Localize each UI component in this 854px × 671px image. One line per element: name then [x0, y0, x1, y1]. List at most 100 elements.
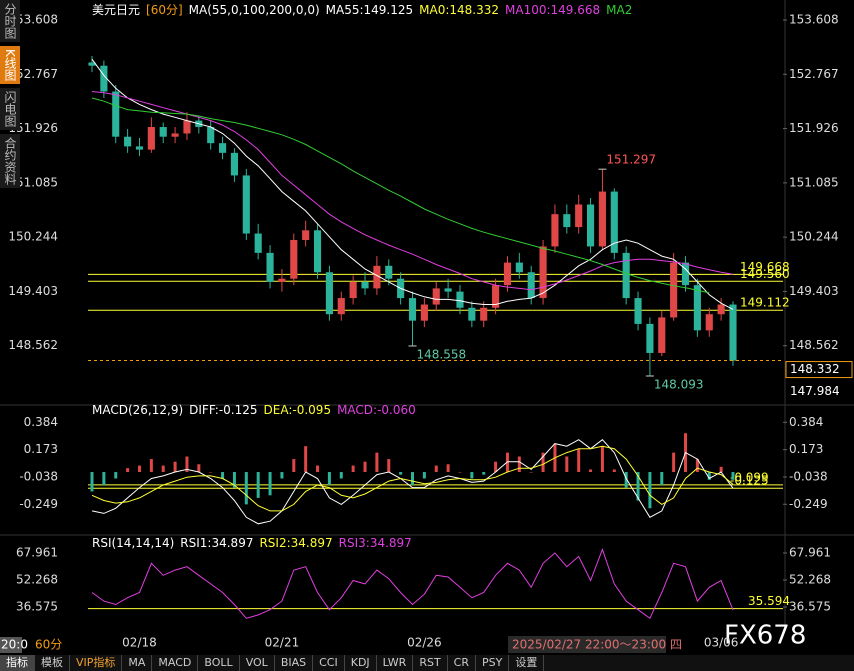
toolbar-item[interactable]: 设置	[509, 655, 545, 671]
macd-bar	[268, 472, 272, 496]
macd-bar	[589, 469, 593, 473]
macd-bar	[221, 472, 225, 479]
candle-body	[444, 288, 452, 292]
candle-body	[112, 91, 120, 137]
macd-bar	[494, 461, 498, 473]
macd-bar	[316, 465, 320, 473]
macd-bar	[529, 472, 533, 473]
toolbar-item[interactable]: BOLL	[198, 655, 240, 671]
candle-body	[290, 239, 298, 279]
y-tick-label: -0.249	[19, 497, 58, 511]
y-tick-label: 36.575	[789, 599, 831, 613]
legend-item: RSI2:34.897	[259, 536, 332, 550]
candle-body	[278, 278, 286, 282]
macd-bar	[351, 465, 355, 473]
toolbar-item[interactable]: LWR	[377, 655, 414, 671]
y-tick-label: 52.268	[16, 572, 58, 586]
macd-bar	[612, 469, 616, 473]
candle-body	[408, 298, 417, 321]
y-tick-label: 150.244	[8, 230, 58, 244]
candle-body	[527, 272, 535, 299]
macd-bar	[446, 464, 450, 473]
macd-bar	[399, 472, 403, 475]
toolbar-item[interactable]: CR	[448, 655, 476, 671]
legend: MACD(26,12,9) DIFF:-0.125 DEA:-0.095 MACD:-…	[92, 403, 416, 417]
legend: 美元日元 [60分] MA(55,0,100,200,0,0) MA55:149.12…	[92, 3, 632, 17]
macd-bar	[232, 472, 236, 488]
macd-bar	[280, 472, 284, 479]
macd-bar	[517, 456, 521, 473]
macd-bar	[90, 472, 94, 492]
candle-body	[586, 204, 595, 247]
crosshair-box	[508, 636, 666, 653]
toolbar-item[interactable]: BIAS	[275, 655, 314, 671]
candle-body	[385, 265, 393, 279]
toolbar-item[interactable]: 指标	[0, 655, 35, 671]
toolbar-item[interactable]: 模板	[35, 655, 70, 671]
toolbar-item[interactable]: MA	[122, 655, 153, 671]
candle-body	[693, 285, 701, 331]
legend-item: RSI3:34.897	[339, 536, 412, 550]
sidebar-tab[interactable]: K线图	[0, 46, 20, 84]
candle-body	[302, 230, 310, 240]
candle-body	[325, 272, 333, 315]
level-label: 149.560	[740, 267, 790, 281]
sidebar-tab[interactable]: 闪电图	[0, 87, 20, 130]
x-tick-label: 02/18	[122, 636, 157, 650]
candle-body	[171, 133, 179, 137]
toolbar-item[interactable]: PSY	[476, 655, 510, 671]
y-tick-label: 152.767	[8, 67, 58, 81]
y-tick-label: 36.575	[16, 599, 58, 613]
clock-bg	[0, 637, 22, 653]
y-tick-label: 152.767	[789, 67, 839, 81]
macd-bar	[707, 472, 711, 480]
y-tick-label: 148.562	[8, 338, 58, 352]
macd-bar	[719, 466, 723, 473]
candle-body	[124, 136, 132, 147]
macd-bar	[695, 459, 699, 473]
watermark: FX678	[724, 621, 806, 651]
indicator-line	[91, 548, 734, 620]
indicator-line	[91, 439, 734, 525]
macd-bar	[565, 456, 569, 473]
sidebar-tab[interactable]: 分时图	[0, 0, 20, 42]
y-tick-label: 153.608	[789, 13, 839, 27]
y-tick-label: 67.961	[16, 546, 58, 560]
toolbar-item[interactable]: MACD	[152, 655, 199, 671]
candle-body	[135, 146, 144, 150]
macd-bar	[375, 452, 379, 473]
legend-item: MA55:149.125	[326, 3, 414, 17]
clock: 20:0	[1, 638, 28, 652]
candle-body	[681, 262, 690, 286]
toolbar-item[interactable]: KDJ	[345, 655, 377, 671]
macd-bar	[660, 472, 664, 485]
indicator-line	[91, 445, 734, 512]
level-label: 35.594	[748, 594, 790, 608]
candle-body	[646, 323, 654, 353]
toolbar-item[interactable]: VIP指标	[70, 655, 123, 671]
macd-bar	[327, 472, 331, 485]
y-tick-label: 151.926	[8, 121, 58, 135]
candle-body	[563, 214, 571, 228]
annotation: 148.093	[654, 377, 704, 391]
candle-body	[634, 298, 642, 324]
candle-body	[147, 127, 155, 150]
macd-bar	[470, 472, 474, 479]
sidebar-tab[interactable]: 合约资料	[0, 133, 20, 188]
toolbar-item[interactable]: RST	[413, 655, 448, 671]
price-tag-box	[785, 361, 853, 379]
candle-body	[361, 281, 369, 289]
macd-bar	[126, 468, 130, 473]
toolbar-item[interactable]: VOL	[240, 655, 275, 671]
level-label: -0.125	[730, 474, 769, 488]
macd-bar	[387, 459, 391, 473]
macd-bar	[624, 472, 628, 488]
toolbar-item[interactable]: CCI	[313, 655, 345, 671]
macd-bar	[541, 452, 545, 473]
y-tick-label: -0.038	[789, 469, 828, 483]
annotation: 151.297	[606, 153, 656, 167]
candle-body	[670, 262, 678, 318]
candle-body	[349, 281, 357, 299]
candle-body	[705, 314, 713, 331]
x-tick-label: 03/06	[704, 636, 739, 650]
